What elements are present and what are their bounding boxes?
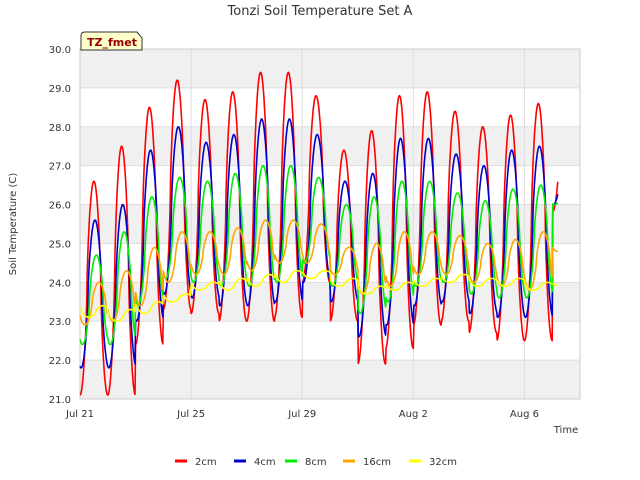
site-label-badge: TZ_fmet: [80, 31, 143, 51]
x-tick-labels: Jul 21 Jul 25 Jul 29 Aug 2 Aug 6: [65, 409, 539, 420]
legend-label-16cm: 16cm: [363, 457, 391, 468]
y-tick-label: 25.0: [49, 239, 71, 250]
legend: 2cm 4cm 8cm 16cm 32cm: [175, 457, 457, 468]
x-tick-label: Jul 25: [176, 409, 205, 420]
plot-band: [80, 360, 580, 399]
x-tick-label: Jul 21: [65, 409, 94, 420]
series-line-4cm: [79, 118, 559, 369]
plot-band: [80, 49, 580, 88]
y-tick-label: 23.0: [49, 317, 71, 328]
y-tick-label: 29.0: [49, 84, 71, 95]
series-line-32cm: [79, 269, 559, 323]
chart-title: Tonzi Soil Temperature Set A: [227, 4, 413, 19]
plot-frame: [79, 48, 581, 400]
x-tick-label: Jul 29: [287, 409, 316, 420]
x-axis-label: Time: [553, 425, 578, 436]
series-line-2cm: [79, 71, 559, 396]
x-tick-label: Aug 6: [510, 409, 539, 420]
y-tick-label: 22.0: [49, 356, 71, 367]
x-tick-label: Aug 2: [399, 409, 428, 420]
plot-band: [80, 126, 580, 166]
y-axis-label: Soil Temperature (C): [8, 173, 19, 276]
series-line-16cm: [79, 219, 559, 326]
legend-label-8cm: 8cm: [305, 457, 327, 468]
y-tick-label: 30.0: [49, 45, 71, 56]
y-tick-label: 26.0: [49, 201, 71, 212]
legend-label-2cm: 2cm: [195, 457, 217, 468]
plot-band: [80, 204, 580, 244]
site-label: TZ_fmet: [87, 36, 137, 49]
y-tick-label: 24.0: [49, 278, 71, 289]
series-lines: [79, 71, 559, 396]
y-tick-label: 28.0: [49, 123, 71, 134]
y-tick-labels: 21.0 22.0 23.0 24.0 25.0 26.0 27.0 28.0 29.0 30.0: [49, 45, 71, 406]
y-tick-label: 21.0: [49, 395, 71, 406]
y-tick-label: 27.0: [49, 162, 71, 173]
series-line-8cm: [79, 164, 559, 346]
legend-label-32cm: 32cm: [429, 457, 457, 468]
legend-label-4cm: 4cm: [254, 457, 276, 468]
site-label-box: [80, 31, 143, 51]
